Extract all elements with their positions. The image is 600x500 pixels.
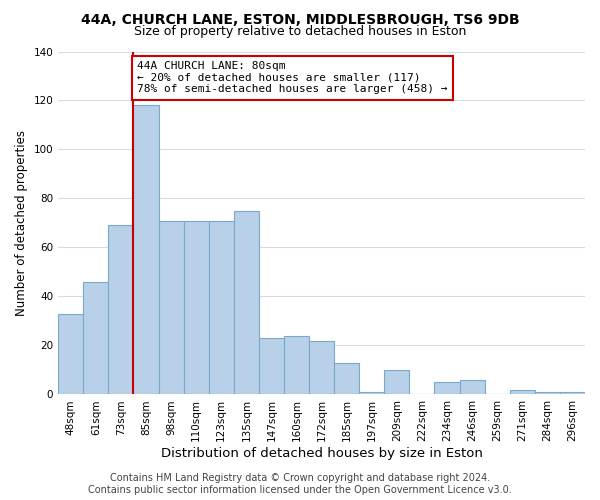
Bar: [460, 380, 485, 394]
Bar: [309, 340, 334, 394]
Bar: [83, 282, 109, 395]
Bar: [209, 220, 234, 394]
Bar: [560, 392, 585, 394]
Bar: [184, 220, 209, 394]
Bar: [133, 106, 158, 395]
Text: 44A CHURCH LANE: 80sqm
← 20% of detached houses are smaller (117)
78% of semi-de: 44A CHURCH LANE: 80sqm ← 20% of detached…: [137, 62, 448, 94]
Bar: [359, 392, 385, 394]
Bar: [109, 226, 133, 394]
Bar: [434, 382, 460, 394]
Bar: [535, 392, 560, 394]
Bar: [234, 210, 259, 394]
Text: Size of property relative to detached houses in Eston: Size of property relative to detached ho…: [134, 25, 466, 38]
Bar: [259, 338, 284, 394]
Bar: [510, 390, 535, 394]
Text: 44A, CHURCH LANE, ESTON, MIDDLESBROUGH, TS6 9DB: 44A, CHURCH LANE, ESTON, MIDDLESBROUGH, …: [80, 12, 520, 26]
Bar: [385, 370, 409, 394]
X-axis label: Distribution of detached houses by size in Eston: Distribution of detached houses by size …: [161, 447, 482, 460]
Bar: [284, 336, 309, 394]
Text: Contains HM Land Registry data © Crown copyright and database right 2024.
Contai: Contains HM Land Registry data © Crown c…: [88, 474, 512, 495]
Y-axis label: Number of detached properties: Number of detached properties: [15, 130, 28, 316]
Bar: [158, 220, 184, 394]
Bar: [334, 362, 359, 394]
Bar: [58, 314, 83, 394]
